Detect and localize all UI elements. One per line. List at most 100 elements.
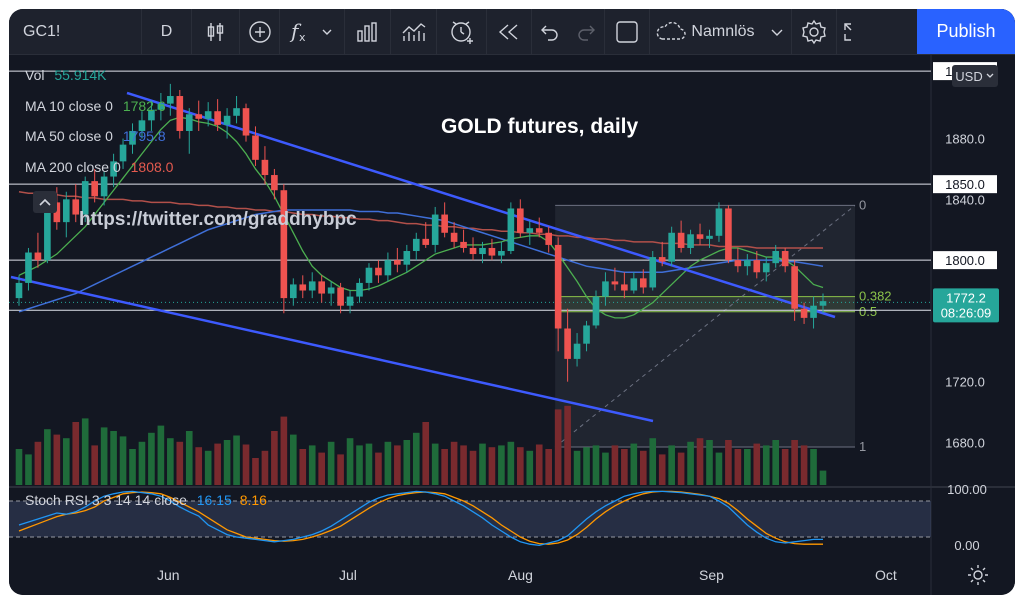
currency-selector[interactable]: USD: [952, 65, 998, 87]
candle: [621, 272, 628, 299]
candle-body: [507, 208, 515, 252]
alert-button[interactable]: [437, 9, 487, 54]
volume-bar: [119, 436, 127, 485]
candle: [564, 308, 571, 382]
templates-button[interactable]: [391, 9, 437, 54]
candle: [762, 257, 770, 282]
interval-button[interactable]: D: [142, 9, 192, 54]
volume-bar: [365, 443, 373, 485]
candle-body: [725, 208, 732, 261]
candle-body: [185, 114, 193, 131]
chevron-down-icon: [771, 29, 783, 36]
candle: [289, 278, 297, 306]
candle: [479, 241, 486, 264]
candle: [214, 99, 221, 131]
candle: [431, 206, 439, 253]
candle: [772, 244, 780, 268]
volume-bar: [819, 470, 827, 485]
candle: [412, 232, 420, 261]
candle-body: [81, 181, 89, 215]
candle: [15, 275, 23, 306]
candle: [252, 126, 259, 166]
candle-body: [583, 325, 590, 344]
volume-bar: [157, 425, 165, 485]
candle-body: [15, 282, 23, 299]
candle: [526, 220, 534, 245]
volume-bar: [668, 445, 675, 485]
candle: [233, 96, 240, 124]
volume-bar: [744, 449, 751, 485]
candle-body: [734, 260, 742, 267]
candle-body: [772, 251, 780, 264]
candle: [280, 184, 288, 314]
candle-body: [412, 238, 420, 252]
volume-bar: [214, 443, 221, 485]
candle-body: [460, 241, 467, 248]
chart-type-button[interactable]: [192, 9, 240, 54]
candle: [261, 146, 269, 185]
alert-icon: [450, 20, 473, 44]
candle: [100, 171, 108, 206]
redo-button[interactable]: [567, 9, 605, 54]
settings-button[interactable]: [792, 9, 837, 54]
candle-body: [630, 278, 638, 291]
volume-bar: [44, 429, 51, 485]
volume-bar: [62, 438, 70, 485]
axis-settings-button[interactable]: [967, 564, 989, 591]
sun-icon: [968, 565, 988, 585]
candle-body: [668, 232, 675, 262]
fullscreen-button[interactable]: [837, 9, 867, 54]
candle: [753, 251, 761, 279]
candle-body: [535, 228, 543, 233]
replay-button[interactable]: [487, 9, 532, 54]
candle-body: [271, 175, 278, 191]
add-indicator-button[interactable]: [240, 9, 280, 54]
volume-bar: [431, 443, 439, 485]
candle: [800, 302, 808, 324]
candle: [658, 241, 666, 267]
volume-bar: [346, 438, 354, 485]
chevron-down-icon: [986, 73, 994, 78]
collapse-legend-button[interactable]: [33, 191, 57, 213]
candle: [242, 103, 250, 142]
publish-button[interactable]: Publish: [917, 9, 1015, 54]
volume-bar: [308, 445, 316, 485]
vol-label: Vol: [25, 67, 45, 83]
candle-body: [62, 199, 70, 223]
volume-bar: [289, 434, 297, 485]
compare-button[interactable]: [345, 9, 391, 54]
price-level-tag: [933, 175, 997, 194]
candle: [148, 100, 155, 131]
layout-button[interactable]: [605, 9, 650, 54]
candle-body: [91, 181, 98, 197]
time-tick-label: Jul: [339, 567, 357, 583]
volume-bar: [53, 434, 61, 485]
candle-body: [346, 296, 354, 306]
symbol-search-button[interactable]: GC1!: [9, 9, 142, 54]
candle-body: [526, 228, 534, 233]
candle: [488, 238, 496, 261]
chevron-up-icon: [39, 198, 51, 206]
candle: [677, 220, 685, 253]
volume-bar: [762, 445, 770, 485]
candle-body: [308, 281, 316, 291]
candle-body: [706, 235, 713, 239]
candle: [384, 252, 392, 282]
candle-body: [100, 176, 108, 197]
time-tick-label: Jun: [157, 567, 180, 583]
candle: [129, 123, 136, 154]
price-tick-label: 1680.0: [945, 435, 985, 450]
undo-button[interactable]: [532, 9, 567, 54]
candle: [394, 247, 401, 273]
volume-bar: [772, 440, 780, 485]
price-chart[interactable]: 00.3820.511680.01720.01767.01800.01840.0…: [9, 55, 1015, 595]
volume-bar: [460, 445, 467, 485]
stoch-d-value: 8.16: [239, 492, 267, 508]
candle-body: [781, 251, 789, 267]
volume-bar: [687, 441, 694, 485]
candle-body: [602, 281, 609, 297]
layout-name-button[interactable]: Namnlös: [650, 9, 792, 54]
candle: [318, 275, 325, 303]
candle-body: [280, 190, 288, 299]
